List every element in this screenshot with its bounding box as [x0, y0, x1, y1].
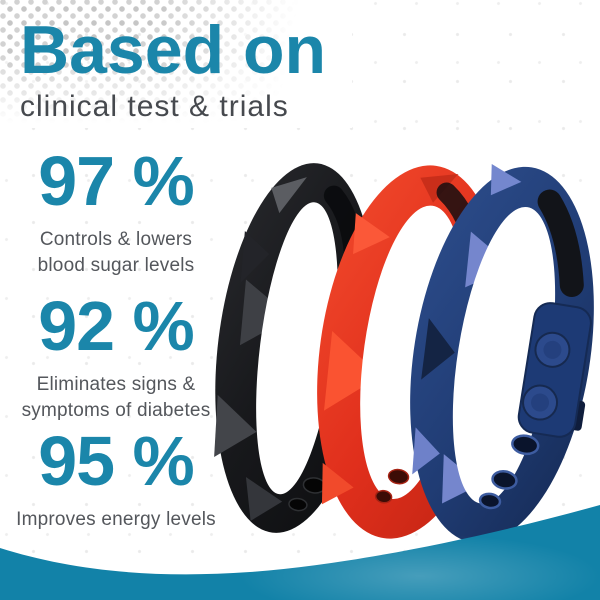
stat-blood-sugar: 97 % Controls & lowers blood sugar level… [0, 146, 232, 279]
page-subtitle: clinical test & trials [20, 90, 289, 123]
page-title: Based on [20, 12, 327, 88]
stat-label: Improves energy levels [16, 509, 216, 530]
stat-energy-levels: 95 % Improves energy levels [0, 426, 232, 533]
stat-label: Controls & lowers blood sugar levels [37, 229, 195, 277]
stat-value: 95 % [38, 422, 195, 500]
stat-diabetes-symptoms: 92 % Eliminates signs & symptoms of diab… [0, 291, 232, 424]
stat-value: 97 % [38, 142, 195, 220]
stat-label: Eliminates signs & symptoms of diabetes [21, 374, 211, 422]
stat-value: 92 % [38, 287, 195, 365]
